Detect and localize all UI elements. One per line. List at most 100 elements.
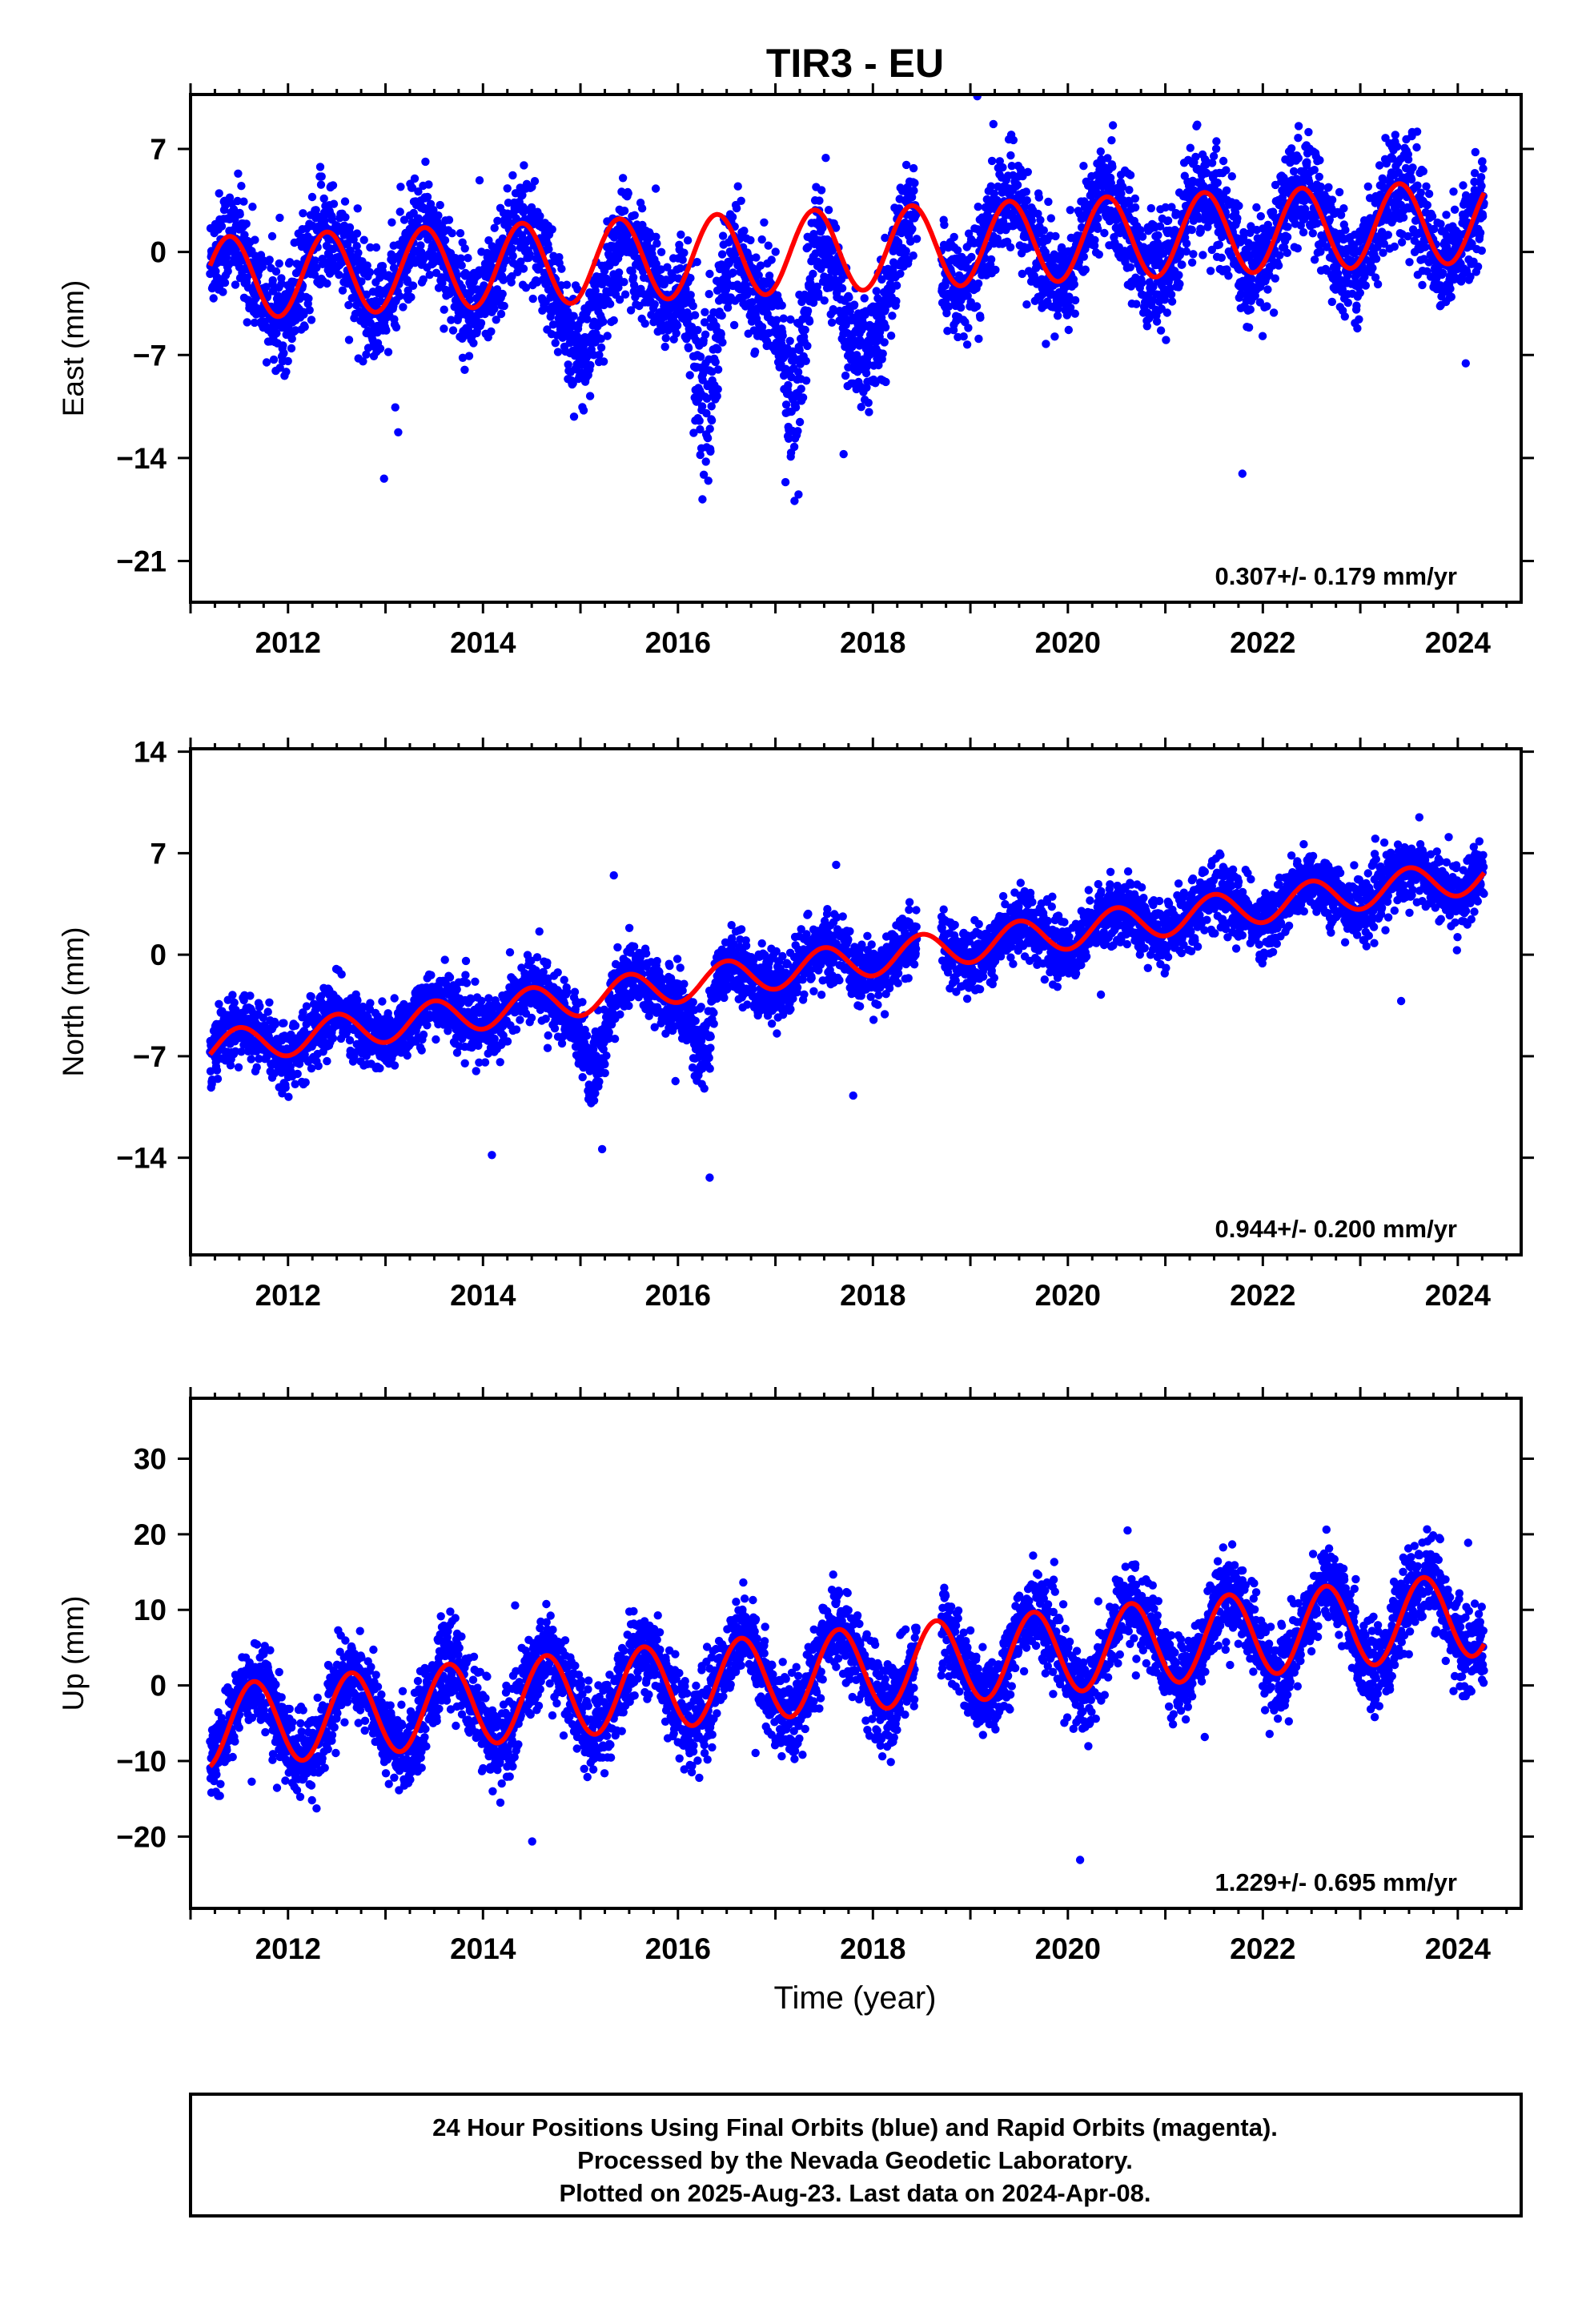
data-point [579,406,588,415]
data-point [555,253,564,262]
data-point [1442,211,1451,219]
data-point [1244,323,1254,332]
data-point [1343,298,1353,308]
data-point [1397,238,1407,247]
data-point [1383,231,1393,239]
data-point [237,1047,246,1056]
data-point [1322,243,1331,251]
data-point [1206,267,1215,275]
data-point [1247,275,1256,283]
data-point [1009,135,1018,145]
data-point [732,203,741,213]
data-point [378,262,387,271]
data-point [311,256,319,265]
data-point [713,345,722,354]
data-point [414,187,423,196]
data-point [690,311,700,320]
data-point [707,402,716,411]
data-point [1283,232,1292,242]
data-point [626,306,636,315]
data-point [246,991,255,1000]
data-point [1162,308,1172,317]
data-point [725,257,734,266]
data-point [1046,214,1056,223]
data-point [500,301,508,311]
data-point [1182,239,1191,248]
data-point [1118,183,1127,191]
data-point [981,254,990,263]
data-point [544,245,553,254]
data-point [421,157,430,167]
data-point [624,189,632,198]
data-point [990,189,999,198]
data-point [1079,252,1089,261]
data-point [460,244,469,253]
data-point [262,283,271,292]
data-point [756,261,765,270]
data-point [699,470,709,479]
data-point [1303,158,1311,167]
data-point [791,403,801,412]
data-point [423,192,432,202]
data-point [251,235,259,244]
data-point [728,212,737,222]
data-point [974,334,983,344]
data-point [880,338,889,347]
data-point [1246,305,1255,314]
data-point [752,253,761,262]
data-point [702,408,711,418]
data-point [857,403,865,412]
data-point [1090,235,1099,244]
data-point [864,398,873,408]
data-point [974,279,983,288]
data-point [1263,220,1273,229]
data-point [1155,222,1165,231]
data-point [504,199,513,207]
data-point [391,323,401,332]
data-point [312,263,321,272]
data-point [209,294,218,303]
data-point [707,416,717,425]
data-point [1132,300,1141,308]
data-point [1163,216,1173,225]
data-point [521,283,531,292]
data-point [1339,204,1348,213]
data-point [226,1061,235,1070]
data-point [1310,255,1319,264]
data-point [1219,156,1228,166]
data-point [845,293,853,302]
data-point [464,254,472,263]
y-axis-label: East (mm) [57,280,90,417]
data-point [220,278,230,287]
y-tick-label: 7 [150,133,167,166]
data-point [317,172,326,181]
data-point [815,196,824,205]
data-point [1142,322,1152,331]
data-point [704,476,713,485]
data-point [1100,228,1109,238]
data-point [861,368,871,378]
data-point [912,235,921,243]
data-point [304,294,313,303]
data-point [407,292,416,302]
data-point [1419,167,1428,176]
data-point [1050,332,1059,341]
data-point [827,318,837,327]
data-point [1274,261,1283,270]
data-point [677,230,685,239]
data-point [746,235,755,245]
data-point [243,318,251,327]
data-point [1199,195,1209,204]
data-point [706,447,715,456]
data-point [701,457,710,466]
data-point [335,271,343,279]
data-point [316,180,326,189]
data-point [785,336,794,345]
data-point [1476,228,1485,237]
data-point [1178,260,1186,269]
data-point [740,227,749,235]
data-point [1478,212,1488,221]
data-point [464,352,474,360]
data-point [551,339,560,348]
